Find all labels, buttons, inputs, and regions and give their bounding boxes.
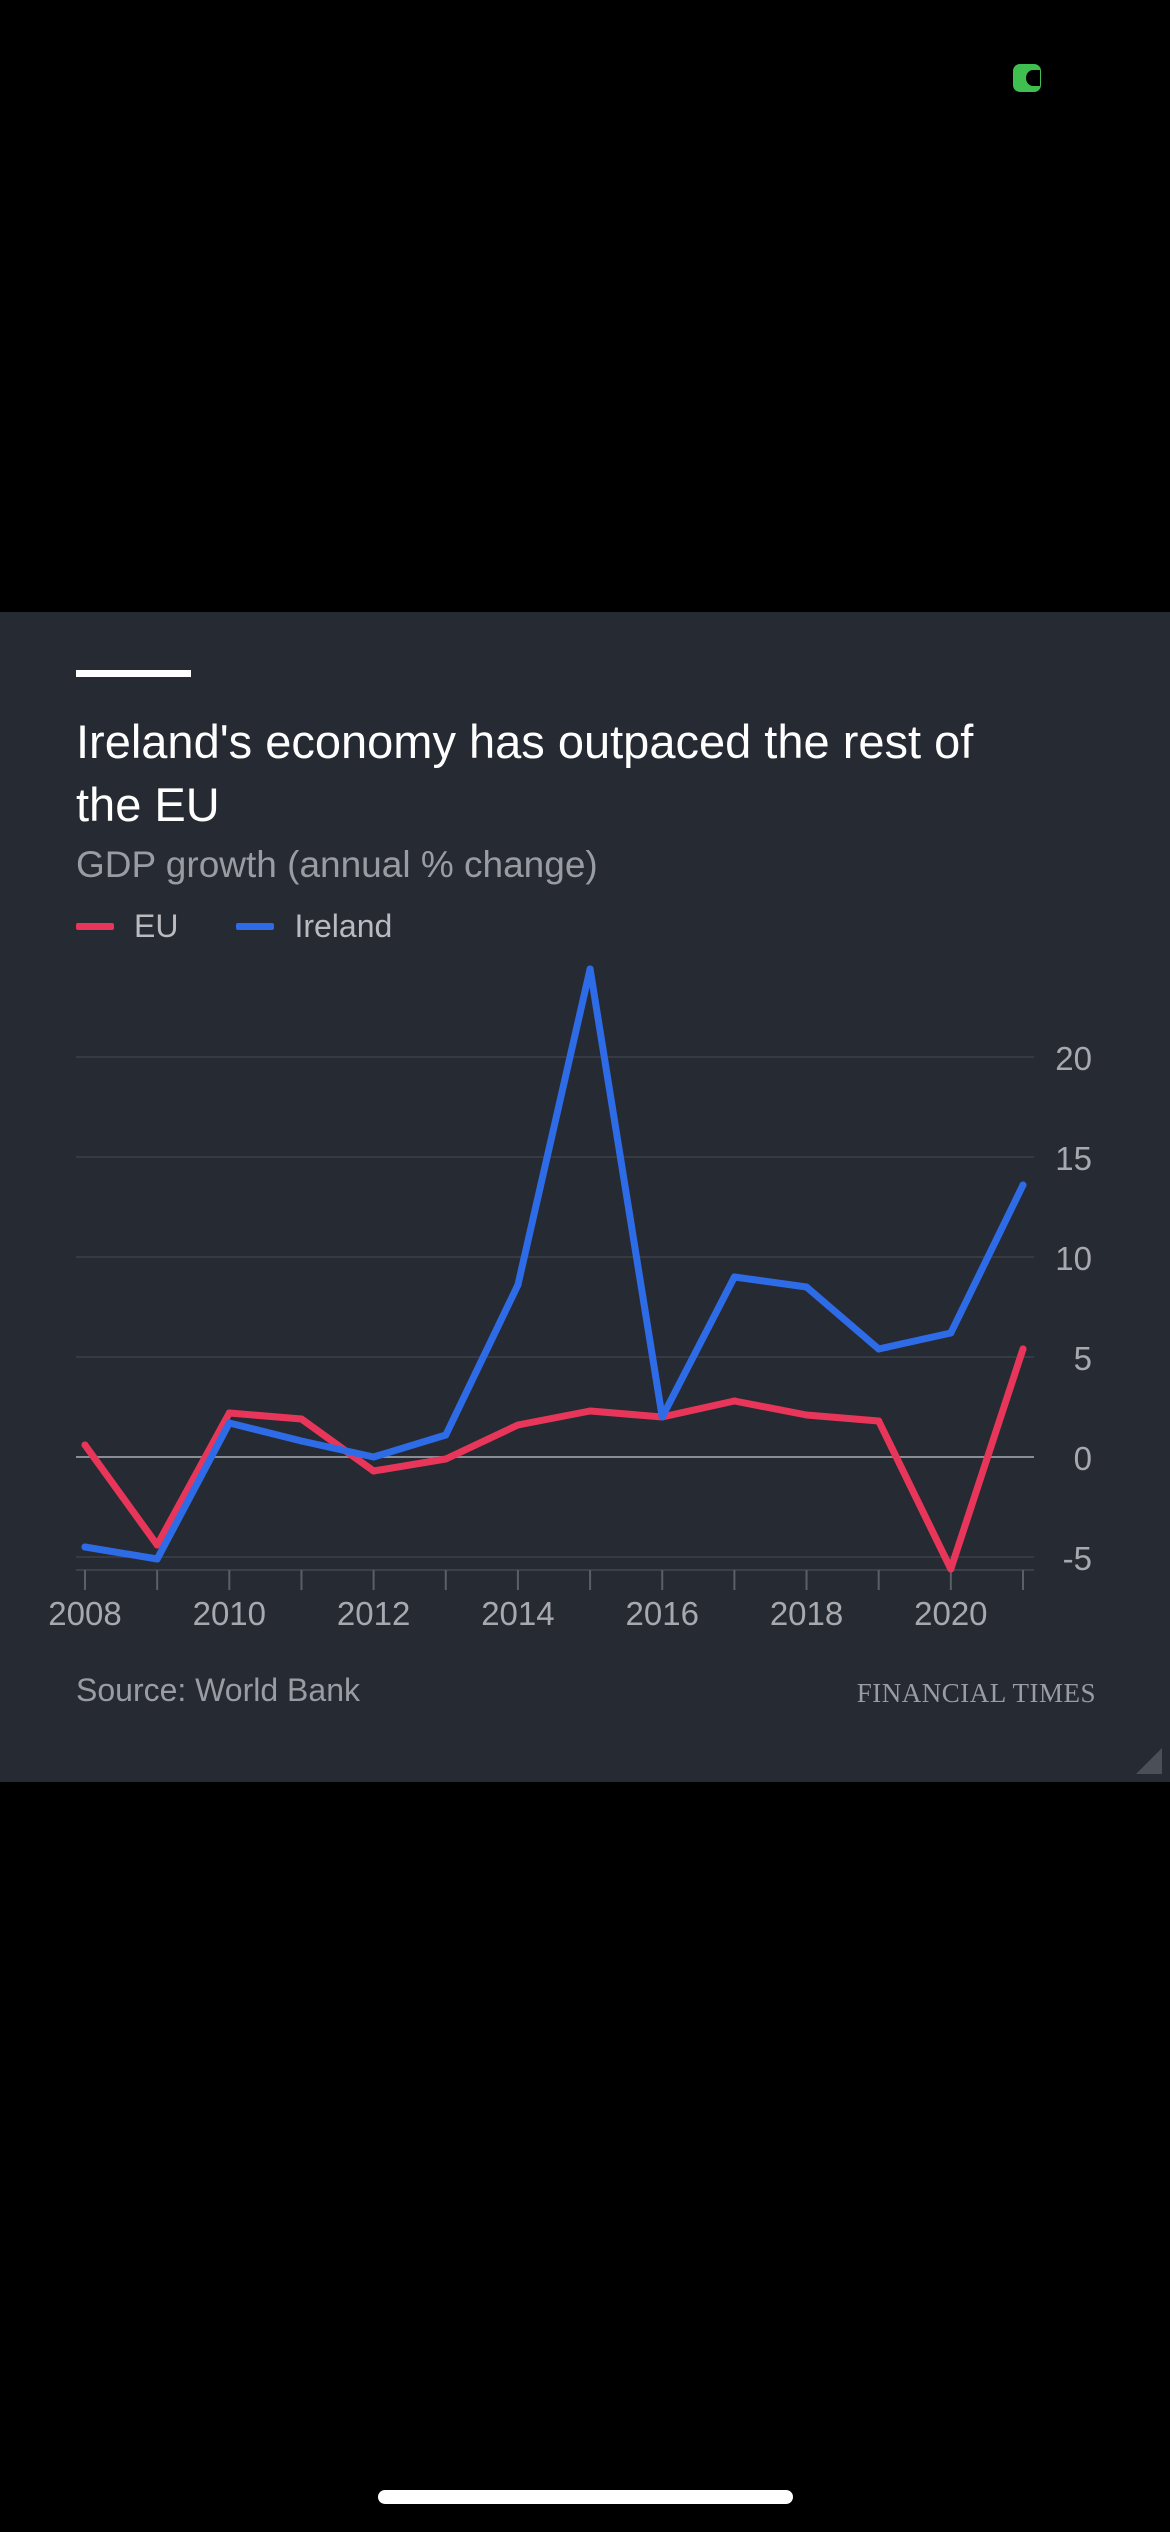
data-point-eu [875,1417,883,1425]
data-point-ireland [947,1329,955,1337]
chart-card: Ireland's economy has outpaced the rest … [0,612,1170,1782]
legend-swatch-eu [76,923,114,930]
legend-item-ireland: Ireland [236,908,392,945]
data-point-ireland [803,1283,811,1291]
data-point-eu [1019,1345,1027,1353]
accent-bar [76,670,191,677]
data-point-ireland [81,1543,89,1551]
data-point-ireland [1019,1181,1027,1189]
data-point-eu [803,1411,811,1419]
x-tick-label: 2012 [337,1595,410,1632]
data-point-eu [81,1441,89,1449]
y-tick-label: 5 [1074,1340,1092,1377]
x-tick-label: 2020 [914,1595,987,1632]
data-point-eu [370,1467,378,1475]
x-tick-label: 2008 [48,1595,121,1632]
data-point-ireland [658,1413,666,1421]
data-point-eu [442,1455,450,1463]
legend-item-eu: EU [76,908,178,945]
chart-legend: EU Ireland [76,908,450,945]
data-point-eu [947,1565,955,1573]
y-tick-label: 20 [1055,1040,1092,1077]
data-point-eu [153,1541,161,1549]
series-line-ireland [81,965,1027,1563]
y-tick-label: 0 [1074,1440,1092,1477]
data-point-eu [730,1397,738,1405]
data-point-ireland [225,1419,233,1427]
data-point-ireland [730,1273,738,1281]
resize-handle-icon[interactable] [1136,1748,1162,1774]
data-point-eu [586,1407,594,1415]
publisher-logo: FINANCIAL TIMES [856,1678,1096,1708]
x-tick-label: 2018 [770,1595,843,1632]
data-point-ireland [875,1345,883,1353]
status-indicator-icon [1013,64,1041,92]
y-tick-label: -5 [1063,1540,1092,1577]
data-point-ireland [297,1437,305,1445]
data-point-ireland [442,1431,450,1439]
legend-swatch-ireland [236,923,275,930]
legend-label-eu: EU [134,908,179,944]
legend-label-ireland: Ireland [294,908,393,944]
home-indicator[interactable] [378,2490,793,2504]
data-point-ireland [370,1453,378,1461]
y-tick-label: 10 [1055,1240,1092,1277]
source-note: Source: World Bank [76,1672,360,1708]
line-chart: 20 15 10 5 0 -5 2008 2010 2012 2014 2016 2018 2020 [48,965,1092,1632]
data-point-ireland [514,1281,522,1289]
chart-subtitle: GDP growth (annual % change) [76,844,598,885]
series-line-eu [81,1345,1027,1573]
data-point-eu [225,1409,233,1417]
data-point-ireland [153,1555,161,1563]
data-point-eu [514,1421,522,1429]
data-point-ireland [586,965,594,973]
x-tick-label: 2010 [193,1595,266,1632]
y-tick-label: 15 [1055,1140,1092,1177]
x-tick-label: 2016 [626,1595,699,1632]
data-point-eu [297,1415,305,1423]
x-tick-label: 2014 [481,1595,554,1632]
chart-title: Ireland's economy has outpaced the rest … [76,715,974,831]
